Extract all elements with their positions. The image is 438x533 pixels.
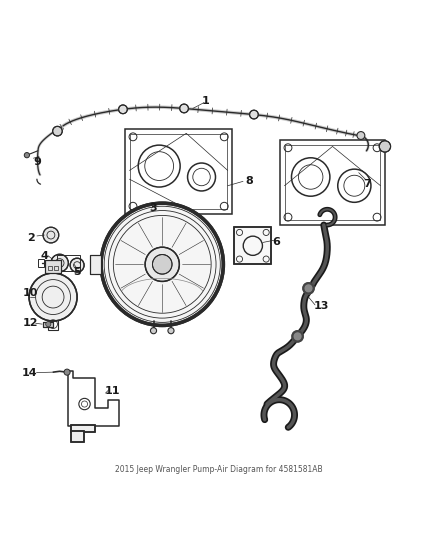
Bar [57,255,80,271]
Text: 7: 7 [364,179,371,189]
Text: 6: 6 [272,238,280,247]
Text: 11: 11 [104,386,120,396]
Bar [38,259,44,268]
Circle shape [152,255,172,274]
Text: 2: 2 [28,233,35,243]
Circle shape [150,328,156,334]
Bar [90,255,101,274]
Bar [280,140,385,225]
Bar [286,145,380,220]
Circle shape [379,141,391,152]
Circle shape [250,110,258,119]
Circle shape [101,203,223,326]
Circle shape [53,126,62,136]
Bar [45,260,61,273]
Text: 8: 8 [246,176,254,187]
Text: 4: 4 [40,251,48,261]
Text: 10: 10 [23,288,38,298]
Circle shape [24,152,29,158]
Text: 5: 5 [73,266,81,277]
Circle shape [46,321,51,327]
Bar [234,227,272,264]
Circle shape [43,227,59,243]
Bar [71,425,95,432]
Circle shape [168,328,174,334]
Circle shape [70,258,84,272]
Circle shape [145,247,179,281]
Bar [48,265,52,270]
Bar [54,265,58,270]
Circle shape [119,105,127,114]
Bar [71,431,84,442]
Bar [43,321,53,327]
Bar [131,134,227,209]
Bar [71,425,95,432]
Bar [234,227,272,264]
Bar [90,255,101,274]
Text: 1: 1 [202,95,210,106]
Text: 2015 Jeep Wrangler Pump-Air Diagram for 4581581AB: 2015 Jeep Wrangler Pump-Air Diagram for … [115,465,323,474]
Bar [45,260,61,273]
Text: 12: 12 [23,318,38,328]
Circle shape [51,254,68,272]
Bar [125,129,232,214]
Bar [43,321,53,327]
Circle shape [64,369,70,375]
Circle shape [180,104,188,113]
Bar [71,431,84,442]
Circle shape [357,132,365,140]
Circle shape [29,273,77,321]
Circle shape [303,283,314,294]
Bar [48,320,58,330]
Text: 3: 3 [150,203,157,213]
Text: 9: 9 [34,157,42,167]
Circle shape [292,331,303,342]
Text: 13: 13 [314,301,329,311]
Text: 14: 14 [21,368,37,378]
